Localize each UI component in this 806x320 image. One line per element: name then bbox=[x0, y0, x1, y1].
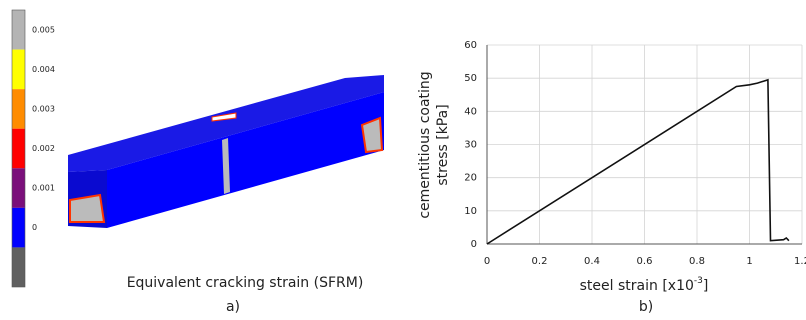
colorbar-tick-label: 0.002 bbox=[32, 144, 55, 153]
colorbar-swatch bbox=[12, 89, 25, 129]
y-label-line: cementitious coating bbox=[417, 71, 433, 218]
colorbar-swatch bbox=[12, 129, 25, 169]
colorbar-tick-label: 0.004 bbox=[32, 65, 55, 74]
colorbar-tick-label: 0.001 bbox=[32, 184, 55, 193]
colorbar-swatch bbox=[12, 247, 25, 287]
colorbar-swatch bbox=[12, 168, 25, 208]
figure: 0 0.001 0.002 0.003 0.004 0.005 Equivalent cr… bbox=[0, 0, 806, 320]
x-label-text: ] bbox=[703, 278, 708, 294]
y-tick-label: 0 bbox=[471, 239, 477, 250]
x-label-sup: -3 bbox=[694, 276, 703, 286]
y-tick-label: 20 bbox=[464, 173, 477, 184]
x-tick-label: 0.2 bbox=[532, 256, 548, 267]
caption: Equivalent cracking strain (SFRM) bbox=[127, 275, 364, 291]
colorbar-swatch bbox=[12, 50, 25, 90]
colorbar-swatch bbox=[12, 10, 25, 50]
x-tick-label: 0.6 bbox=[637, 256, 653, 267]
y-label-line: stress [kPa] bbox=[435, 104, 451, 185]
colorbar-tick-label: 0 bbox=[32, 223, 37, 232]
page: {"figure_a": {"caption": "Equivalent cra… bbox=[0, 0, 806, 320]
x-tick-label: 1.2 bbox=[794, 256, 806, 267]
colorbar-swatch bbox=[12, 208, 25, 248]
colorbar-tick-label: 0.003 bbox=[32, 104, 55, 113]
y-tick-label: 40 bbox=[464, 106, 477, 117]
beam-model bbox=[68, 75, 384, 228]
y-tick-label: 60 bbox=[464, 40, 477, 51]
colorbar: 0 0.001 0.002 0.003 0.004 0.005 bbox=[12, 10, 55, 287]
crack-zone bbox=[70, 195, 104, 222]
y-tick-label: 50 bbox=[464, 73, 477, 84]
x-tick-label: 0 bbox=[484, 256, 490, 267]
panel-label: a) bbox=[226, 299, 240, 315]
panel-label: b) bbox=[639, 299, 653, 315]
x-axis-label: steel strain [x10-3] bbox=[580, 276, 709, 295]
x-tick-label: 0.8 bbox=[689, 256, 705, 267]
x-tick-label: 1 bbox=[746, 256, 752, 267]
y-tick-label: 30 bbox=[464, 140, 477, 151]
colorbar-tick-label: 0.005 bbox=[32, 25, 55, 34]
x-tick-label: 0.4 bbox=[584, 256, 600, 267]
x-label-text: steel strain [x10 bbox=[580, 278, 694, 294]
line-series bbox=[487, 80, 789, 244]
y-tick-label: 10 bbox=[464, 206, 477, 217]
crack-zone bbox=[362, 118, 382, 152]
